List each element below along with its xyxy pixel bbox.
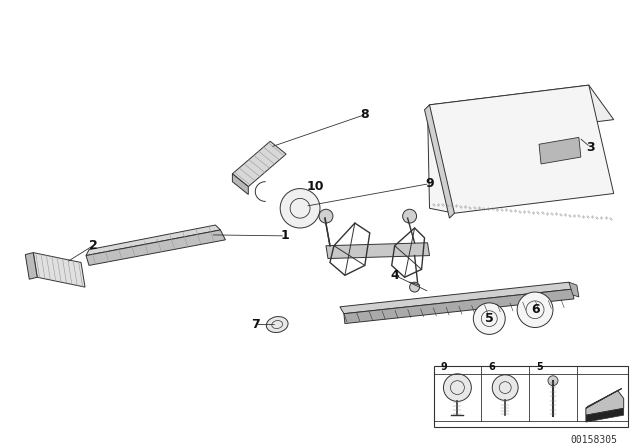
Polygon shape	[232, 141, 286, 187]
Text: 7: 7	[251, 318, 260, 331]
Ellipse shape	[266, 317, 288, 332]
Polygon shape	[33, 253, 85, 287]
Polygon shape	[586, 391, 623, 415]
Text: 4: 4	[390, 269, 399, 282]
Polygon shape	[86, 225, 220, 255]
Circle shape	[517, 292, 553, 327]
Text: 6: 6	[488, 362, 495, 372]
Polygon shape	[232, 174, 248, 194]
Polygon shape	[340, 282, 573, 314]
Text: 00158305: 00158305	[571, 435, 618, 445]
Text: 9: 9	[425, 177, 434, 190]
Bar	[433, 366, 628, 427]
Polygon shape	[539, 138, 581, 164]
Circle shape	[319, 209, 333, 223]
Circle shape	[474, 303, 505, 334]
Circle shape	[548, 376, 558, 386]
Text: 6: 6	[531, 303, 540, 316]
Text: 5: 5	[536, 362, 543, 372]
Text: 1: 1	[281, 229, 289, 242]
Polygon shape	[326, 243, 429, 258]
Polygon shape	[344, 289, 574, 323]
Text: 2: 2	[88, 239, 97, 252]
Text: 9: 9	[440, 362, 447, 372]
Text: 8: 8	[360, 108, 369, 121]
Polygon shape	[86, 230, 225, 265]
Circle shape	[280, 189, 320, 228]
Circle shape	[410, 282, 420, 292]
Polygon shape	[429, 85, 614, 139]
Circle shape	[403, 209, 417, 223]
Polygon shape	[586, 388, 621, 408]
Polygon shape	[569, 282, 579, 297]
Polygon shape	[26, 253, 37, 279]
Text: 5: 5	[485, 312, 493, 325]
Polygon shape	[586, 408, 623, 422]
Circle shape	[444, 374, 471, 401]
Text: 3: 3	[586, 141, 595, 154]
Text: 10: 10	[307, 180, 324, 193]
Circle shape	[492, 375, 518, 401]
Polygon shape	[424, 105, 454, 218]
Polygon shape	[428, 85, 614, 213]
